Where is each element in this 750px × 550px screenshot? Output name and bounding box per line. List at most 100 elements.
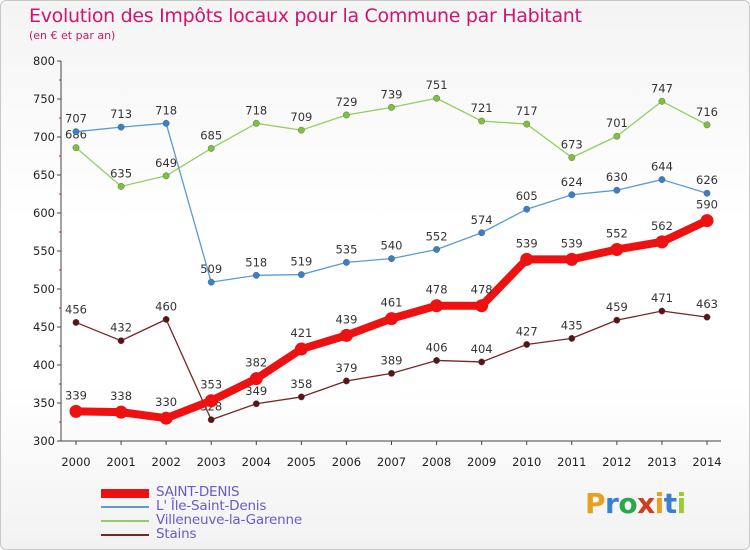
data-label: 509 [200,262,222,276]
data-point [207,416,215,424]
data-point [159,411,173,425]
data-label: 406 [426,340,448,354]
data-point [297,271,305,278]
data-label: 330 [155,395,177,409]
x-tick-label: 2003 [197,455,226,469]
data-label: 552 [606,226,628,240]
data-point [523,205,531,213]
data-label: 478 [471,283,493,297]
data-label: 539 [561,236,583,250]
x-tick-label: 2009 [467,455,496,469]
data-point [433,94,440,102]
data-point [478,117,486,125]
x-tick-label: 2014 [692,455,721,469]
data-point [72,319,80,326]
data-label: 349 [245,384,267,398]
data-label: 673 [561,138,583,152]
data-point [343,258,350,266]
x-tick-label: 2005 [287,455,316,469]
data-point [207,144,215,152]
x-tick-label: 2004 [242,455,271,469]
data-label: 339 [65,388,87,402]
data-point [478,358,486,366]
data-label: 716 [696,105,718,119]
x-tick-label: 2011 [557,455,586,469]
legend-label: Stains [156,526,197,542]
data-point [433,246,440,253]
data-point [430,299,444,313]
data-label: 518 [245,255,267,269]
data-label: 461 [381,296,403,310]
x-tick-label: 2001 [106,455,135,469]
data-label: 460 [155,299,177,313]
data-point [523,341,531,348]
data-label: 630 [606,170,628,184]
data-label: 574 [471,213,493,227]
data-label: 605 [516,189,538,203]
data-point [568,154,576,161]
logo-letter: x [637,487,655,520]
data-label: 747 [651,81,673,95]
data-point [703,189,711,197]
y-tick-label: 400 [33,358,55,372]
data-point [568,191,576,199]
data-label: 379 [335,361,357,375]
data-point [117,337,125,345]
data-label: 338 [110,389,132,403]
data-point [565,252,579,266]
data-point [162,119,170,127]
data-label: 519 [290,255,312,269]
data-label: 649 [155,156,177,170]
data-label: 717 [516,104,538,118]
data-point [610,242,624,256]
x-tick-label: 2008 [422,455,451,469]
data-point [207,278,215,286]
data-point [658,97,666,105]
data-label: 432 [110,321,132,335]
data-label: 463 [696,297,718,311]
data-label: 539 [516,236,538,250]
data-point [204,394,218,408]
data-point [252,271,260,279]
data-label: 590 [696,198,718,212]
data-point [114,405,128,419]
x-tick-label: 2000 [61,455,90,469]
y-tick-label: 500 [33,282,55,296]
logo-letter: i [676,487,687,520]
data-label: 439 [335,312,357,326]
y-tick-label: 350 [33,396,55,410]
data-label: 552 [426,229,448,243]
data-label: 353 [200,378,222,392]
data-label: 358 [290,377,312,391]
data-label: 459 [606,300,628,314]
data-point [117,123,125,131]
x-tick-label: 2012 [602,455,631,469]
data-point [69,404,83,418]
data-label: 739 [381,87,403,101]
data-point [162,315,170,323]
data-point [297,126,305,134]
y-tick-label: 650 [33,168,55,182]
data-point [703,313,711,321]
data-label: 427 [516,324,538,338]
data-point [568,334,576,342]
legend-swatch [101,520,149,522]
data-label: 456 [65,302,87,316]
data-point [613,186,621,194]
data-label: 540 [381,239,403,253]
data-label: 718 [245,103,267,117]
data-point [294,342,308,356]
legend-label: SAINT-DENIS [156,484,240,500]
data-point [249,372,263,386]
data-point [343,377,350,385]
data-point [478,229,486,237]
data-point [388,369,395,377]
chart-title: Evolution des Impôts locaux pour la Comm… [29,5,582,27]
data-point [252,400,260,408]
logo-letter: r [605,487,619,520]
data-point [613,132,621,140]
data-label: 751 [426,78,448,92]
data-point [700,214,714,228]
data-point [613,316,621,324]
